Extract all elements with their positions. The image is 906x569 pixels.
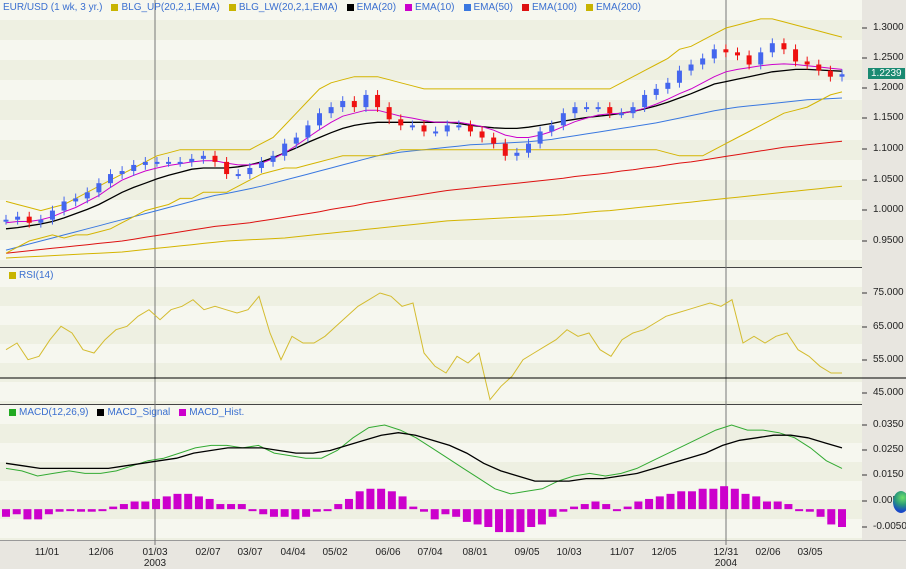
y-tick-label: -0.0050 xyxy=(873,521,906,532)
year-label: 2003 xyxy=(143,558,167,569)
legend-swatch-icon xyxy=(9,272,16,279)
legend-label: RSI(14) xyxy=(19,270,54,281)
x-tick-label: 03/05 xyxy=(797,547,823,558)
y-tick-label: 0.005 xyxy=(873,495,899,506)
legend-item: EMA(100) xyxy=(521,2,577,13)
legend-swatch-icon xyxy=(97,409,105,416)
legend-item: EMA(10) xyxy=(405,2,455,13)
y-tick-label: 0.9500 xyxy=(873,235,904,246)
legend-item: EUR/USD (1 wk, 3 yr.) xyxy=(3,2,102,13)
legend-label: EMA(10) xyxy=(415,2,455,13)
y-tick-label: 55.000 xyxy=(873,354,904,365)
x-tick-label: 02/07 xyxy=(195,547,221,558)
legend-item: BLG_LW(20,2,1,EMA) xyxy=(228,2,338,13)
legend-label: BLG_LW(20,2,1,EMA) xyxy=(238,2,338,13)
year-label: 2004 xyxy=(714,558,738,569)
legend-label: EMA(20) xyxy=(356,2,397,13)
legend-label: BLG_UP(20,2,1,EMA) xyxy=(121,2,220,13)
legend-item: EMA(200) xyxy=(585,2,641,13)
last-price-tag: 1.2239 xyxy=(868,68,905,79)
legend-swatch-icon xyxy=(585,4,593,11)
y-tick-label: 0.0350 xyxy=(873,419,904,430)
x-tick-label: 06/06 xyxy=(375,547,401,558)
x-tick-label: 05/02 xyxy=(322,547,348,558)
y-tick-label: 1.2000 xyxy=(873,82,904,93)
x-tick-label: 03/07 xyxy=(237,547,263,558)
x-tick-label: 12/31 xyxy=(713,547,739,558)
legend-item: BLG_UP(20,2,1,EMA) xyxy=(111,2,220,13)
y-tick-label: 0.0150 xyxy=(873,469,904,480)
y-tick-label: 75.000 xyxy=(873,287,904,298)
y-tick-label: 65.000 xyxy=(873,321,904,332)
y-tick-label: 1.2500 xyxy=(873,52,904,63)
legend-item: MACD(12,26,9) xyxy=(9,407,88,418)
legend-swatch-icon xyxy=(228,4,236,11)
legend-swatch-icon xyxy=(346,4,354,11)
legend-label: MACD_Hist. xyxy=(189,407,245,418)
legend-swatch-icon xyxy=(179,409,187,416)
y-tick-label: 1.0000 xyxy=(873,204,904,215)
y-tick-label: 1.1000 xyxy=(873,143,904,154)
legend-label: EMA(200) xyxy=(595,2,641,13)
legend-item: MACD_Hist. xyxy=(179,407,244,418)
x-tick-label: 09/05 xyxy=(514,547,540,558)
x-tick-label: 04/04 xyxy=(280,547,306,558)
legend-item: EMA(50) xyxy=(463,2,513,13)
legend-item: EMA(20) xyxy=(346,2,397,13)
x-tick-label: 02/06 xyxy=(755,547,781,558)
y-tick-label: 1.3000 xyxy=(873,22,904,33)
x-tick-label: 12/05 xyxy=(651,547,677,558)
x-tick-label: 11/01 xyxy=(34,547,60,558)
legend-swatch-icon xyxy=(463,4,471,11)
legend-item: RSI(14) xyxy=(9,270,53,281)
y-tick-label: 45.000 xyxy=(873,387,904,398)
y-tick-label: 0.0250 xyxy=(873,444,904,455)
legend-label: EMA(100) xyxy=(531,2,577,13)
y-tick-label: 1.1500 xyxy=(873,112,904,123)
globe-icon[interactable] xyxy=(893,491,906,513)
price-legend: EUR/USD (1 wk, 3 yr.) BLG_UP(20,2,1,EMA) B… xyxy=(3,2,650,13)
x-tick-label: 10/03 xyxy=(556,547,582,558)
y-tick-label: 1.0500 xyxy=(873,174,904,185)
x-tick-label: 01/03 xyxy=(142,547,168,558)
x-tick-label: 12/06 xyxy=(88,547,114,558)
legend-swatch-icon xyxy=(521,4,529,11)
legend-label: EUR/USD (1 wk, 3 yr.) xyxy=(3,2,103,13)
rsi-legend: RSI(14) xyxy=(9,270,62,281)
x-tick-label: 08/01 xyxy=(462,547,488,558)
legend-swatch-icon xyxy=(9,409,16,416)
legend-swatch-icon xyxy=(405,4,413,11)
x-tick-label: 11/07 xyxy=(609,547,635,558)
legend-label: MACD_Signal xyxy=(107,407,171,418)
legend-label: EMA(50) xyxy=(473,2,513,13)
legend-swatch-icon xyxy=(111,4,119,11)
x-tick-label: 07/04 xyxy=(417,547,443,558)
macd-legend: MACD(12,26,9) MACD_Signal MACD_Hist. xyxy=(9,407,253,418)
legend-item: MACD_Signal xyxy=(97,407,170,418)
legend-label: MACD(12,26,9) xyxy=(19,407,89,418)
